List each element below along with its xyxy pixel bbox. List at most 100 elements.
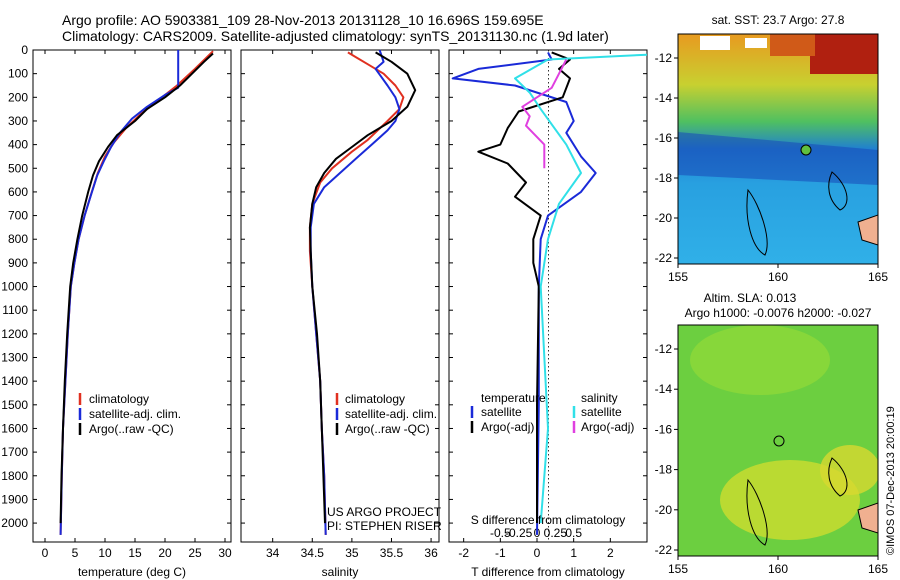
lat-tick-label: -12: [655, 342, 673, 356]
sst-cloud-gap: [745, 38, 767, 48]
difference-plot-frame: [448, 49, 648, 543]
coast-outline: [857, 502, 878, 534]
temperature-xlabel: temperature (deg C): [78, 565, 186, 579]
island-outline: [828, 171, 848, 211]
lat-tick-label: -14: [655, 91, 673, 105]
lat-tick-label: -18: [655, 463, 673, 477]
depth-tick-label: 1100: [2, 303, 28, 317]
legend-title-temperature: temperature: [481, 391, 546, 405]
difference-xlabel: T difference from climatology: [471, 565, 625, 579]
project-credit-line2: PI: STEPHEN RISER: [327, 519, 442, 533]
depth-tick-label: 100: [8, 67, 28, 81]
x-tick-label: 20: [158, 546, 172, 560]
series-line-s-satellite: [514, 53, 648, 524]
sla-map-lat-ticks: -12 -14 -16 -18 -20 -22: [655, 342, 678, 557]
depth-tick-label: 800: [8, 232, 28, 246]
x-tick-label: 36: [424, 546, 438, 560]
x-tick-label: 34.5: [301, 546, 325, 560]
depth-tick-label: 200: [8, 90, 28, 104]
x-tick-label: 2: [607, 546, 614, 560]
depth-tick-label: 1400: [1, 374, 28, 388]
island-outline: [746, 478, 768, 546]
depth-tick-label: 300: [8, 114, 28, 128]
depth-tick-label: 600: [8, 185, 28, 199]
legend-label-climatology: climatology: [345, 392, 405, 406]
x-tick-label: 30: [218, 546, 232, 560]
legend-title-salinity: salinity: [581, 391, 618, 405]
depth-tick-label: 900: [8, 256, 28, 270]
salinity-difference-label: S difference from climatology: [471, 513, 626, 527]
argo-float-marker: [800, 144, 812, 156]
s-tick-label: -0.25: [505, 526, 533, 540]
sst-cloud-gap: [700, 36, 730, 50]
salinity-panel: 34 34.5 35 35.5 36 salinity climatology sate…: [240, 49, 442, 579]
depth-tick-label: 1200: [1, 327, 28, 341]
lat-tick-label: -16: [655, 422, 673, 436]
x-tick-label: -2: [458, 546, 469, 560]
depth-tick-label: 2000: [1, 516, 28, 530]
difference-x-ticks: -2 -1 0 1 2: [458, 50, 614, 560]
x-tick-label: 35.5: [380, 546, 404, 560]
lon-tick-label: 165: [868, 562, 888, 576]
salinity-difference-ticks: -0.5-0.25 0 0.250.5: [490, 526, 582, 540]
x-tick-label: -1: [495, 546, 506, 560]
sst-map-lon-ticks: 155 160 165: [668, 264, 888, 284]
depth-tick-label: 400: [8, 138, 28, 152]
sla-low-patch: [820, 445, 878, 495]
x-tick-label: 25: [188, 546, 202, 560]
depth-tick-label: 500: [8, 161, 28, 175]
depth-tick-label: 1500: [1, 398, 28, 412]
sst-map-lat-ticks: -12 -14 -16 -18 -20 -22: [655, 51, 678, 265]
depth-tick-label: 1000: [1, 280, 28, 294]
x-tick-label: 5: [72, 546, 79, 560]
depth-tick-label: 0: [21, 43, 28, 57]
series-line-t-satellite: [451, 51, 597, 535]
salinity-x-ticks: 34 34.5 35 35.5 36: [266, 50, 438, 560]
sst-map-title: sat. SST: 23.7 Argo: 27.8: [712, 13, 845, 27]
series-line-satellite-adj-clim-: [59, 50, 180, 535]
s-tick-label: 0.25: [544, 526, 568, 540]
lon-tick-label: 155: [668, 270, 688, 284]
temperature-x-ticks: 0 5 10 15 20 25 30: [42, 50, 232, 560]
sst-map: sat. SST: 23.7 Argo: 27.8: [655, 13, 889, 284]
legend-label-s-satellite: satellite: [581, 405, 622, 419]
series-line-argo-raw-qc-: [59, 52, 214, 524]
temperature-panel: 0100200300400500600700800900100011001200…: [1, 43, 647, 579]
lat-tick-label: -12: [655, 51, 673, 65]
lat-tick-label: -22: [655, 251, 673, 265]
legend-label-s-argo: Argo(-adj): [581, 420, 634, 434]
difference-legend: temperature satellite Argo(-adj) salinit…: [470, 391, 634, 434]
s-tick-label: -0.5: [490, 526, 511, 540]
salinity-series: [308, 49, 417, 535]
lon-tick-label: 160: [768, 562, 788, 576]
legend-label-satellite: satellite-adj. clim.: [89, 407, 181, 421]
sla-map-title1: Altim. SLA: 0.013: [704, 291, 797, 305]
difference-series: [451, 51, 648, 535]
coast-outline: [857, 214, 878, 246]
temperature-legend: climatology satellite-adj. clim. Argo(..…: [78, 392, 181, 436]
sla-high-patch: [690, 325, 830, 395]
lat-tick-label: -20: [655, 211, 673, 225]
s-tick-label: 0.5: [565, 526, 582, 540]
series-line-argo-raw-qc-: [308, 51, 417, 524]
argo-float-marker: [773, 435, 785, 447]
x-tick-label: 0: [42, 546, 49, 560]
depth-axis-ticks: 0 100 200 300 400 500 600 700 800 900 1000 1100 1200…: [1, 43, 647, 530]
legend-label-t-argo: Argo(-adj): [481, 420, 534, 434]
sla-map-title2: Argo h1000: -0.0076 h2000: -0.027: [685, 306, 872, 320]
legend-label-argo: Argo(..raw -QC): [89, 422, 174, 436]
legend-label-t-satellite: satellite: [481, 405, 522, 419]
imos-credit: ©IMOS 07-Dec-2013 20:00:19: [885, 406, 897, 555]
salinity-plot-frame: [240, 49, 440, 543]
depth-tick-label: 1300: [1, 351, 28, 365]
series-line-t-argo-adj-: [477, 51, 571, 524]
depth-tick-label: 1700: [1, 445, 28, 459]
lon-tick-label: 160: [768, 270, 788, 284]
lat-tick-label: -20: [655, 503, 673, 517]
sst-warm-fringe: [770, 34, 815, 56]
series-line-climatology: [59, 50, 214, 535]
project-credit-line1: US ARGO PROJECT: [327, 505, 442, 519]
sla-map-lon-ticks: 155 160 165: [668, 556, 888, 576]
cool-band: [678, 132, 878, 185]
